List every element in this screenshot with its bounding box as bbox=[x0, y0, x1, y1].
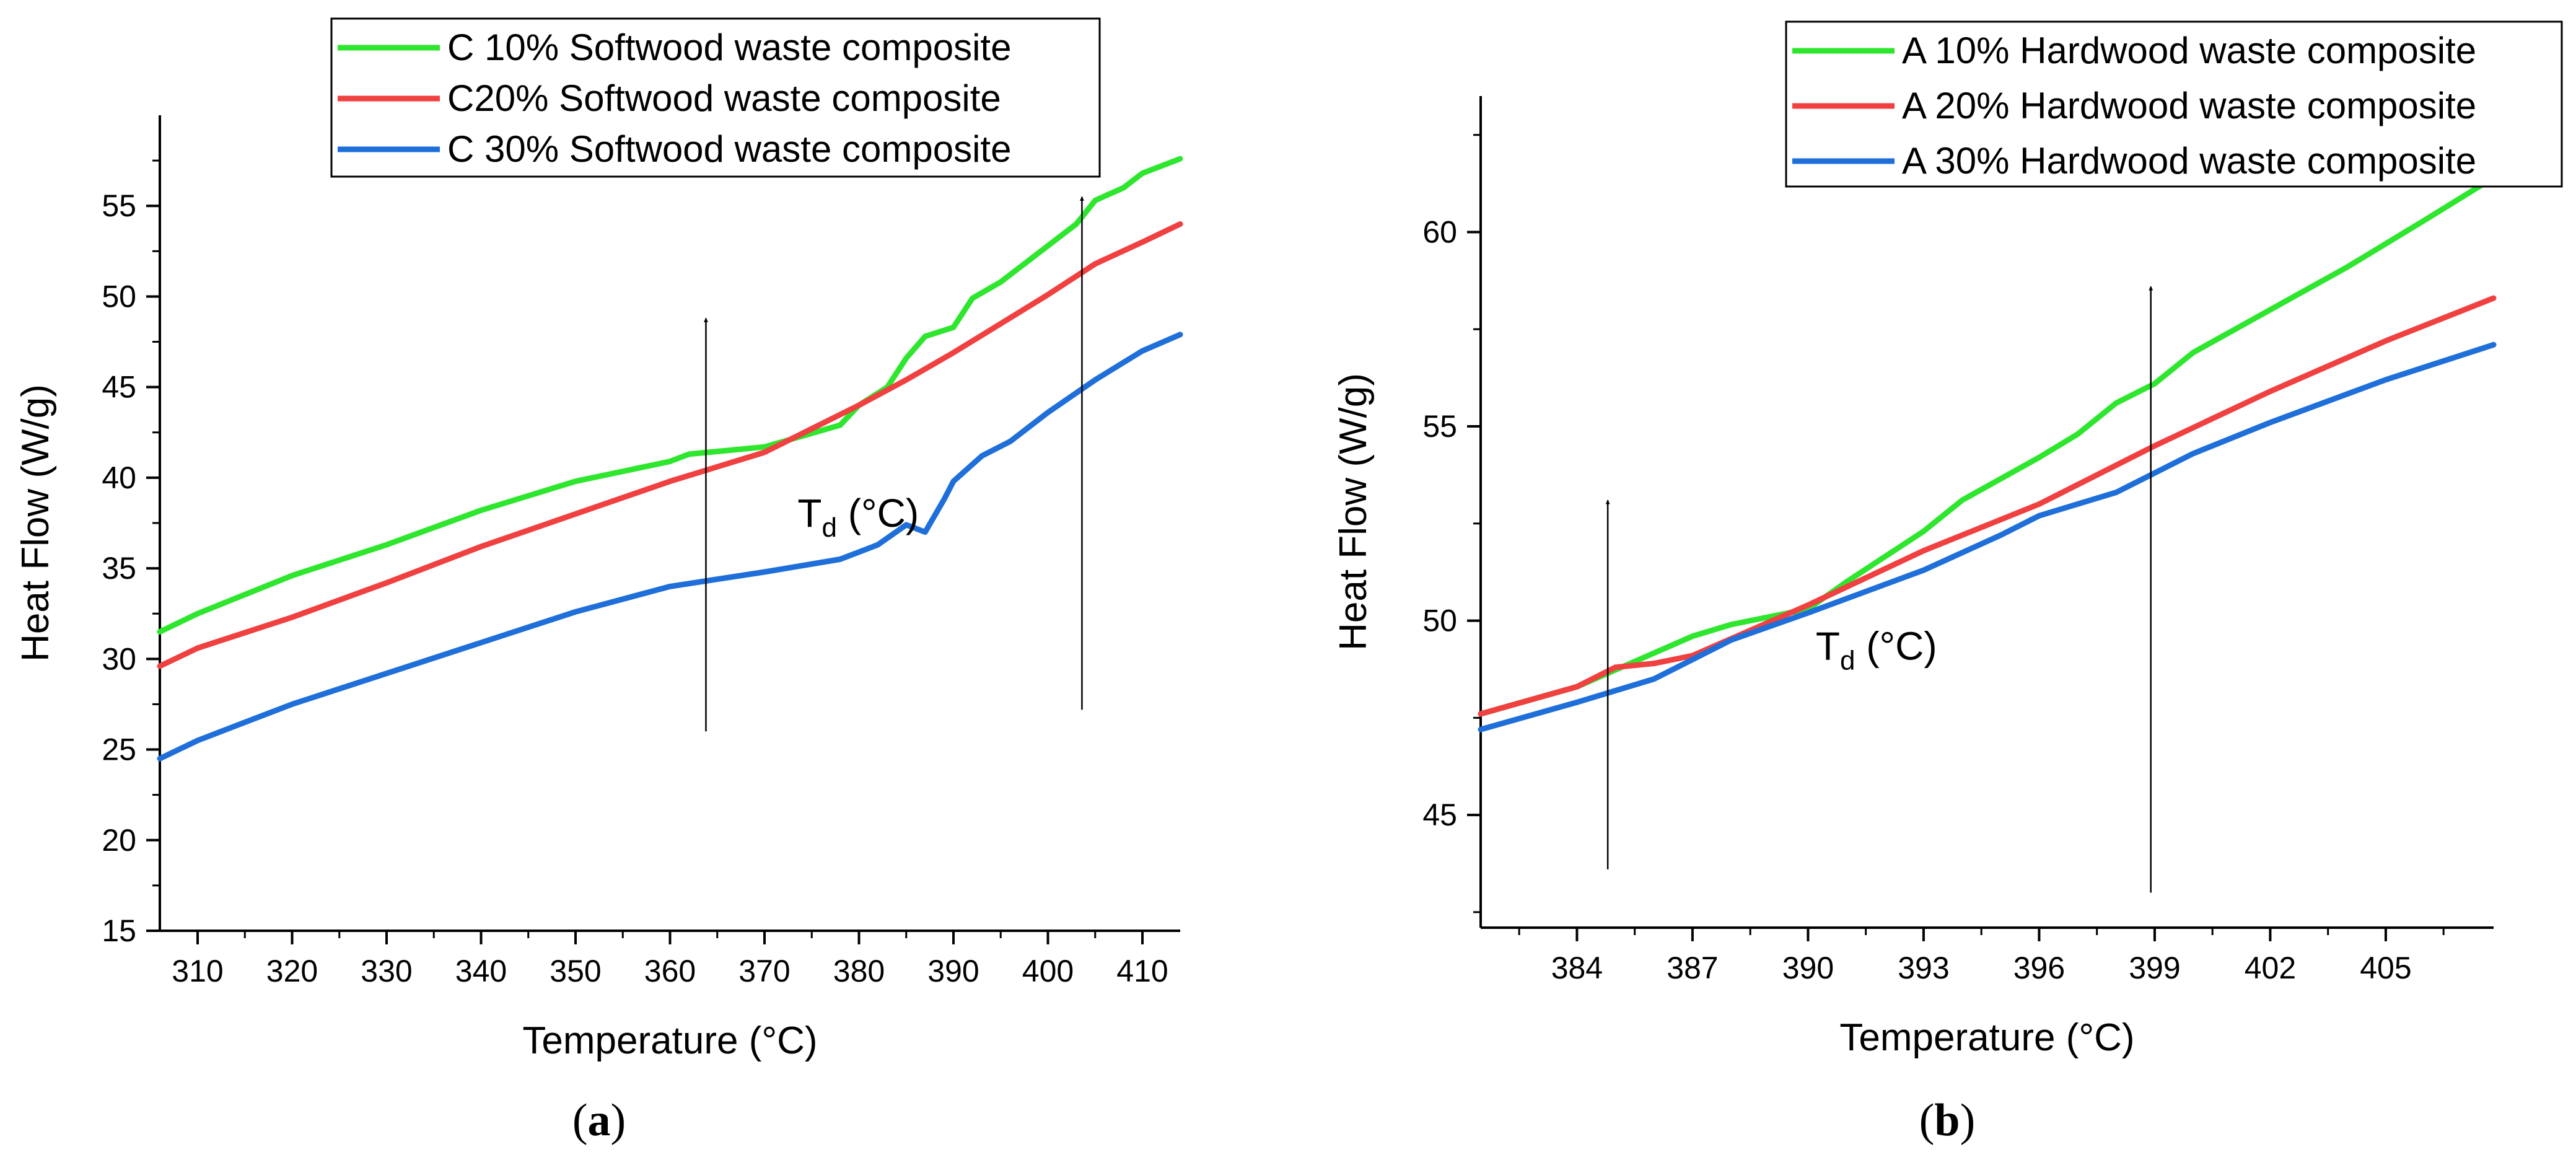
x-tick-label: 310 bbox=[172, 954, 223, 988]
legend-label-1: A 10% Hardwood waste composite bbox=[1902, 30, 2476, 71]
legend-box bbox=[1785, 20, 2563, 188]
x-tick-label: 390 bbox=[927, 954, 979, 988]
x-tick-label: 370 bbox=[738, 954, 790, 988]
x-tick-label: 330 bbox=[361, 954, 412, 988]
x-tick-label: 405 bbox=[2360, 951, 2411, 985]
y-tick-label: 15 bbox=[102, 913, 136, 948]
x-tick-label: 384 bbox=[1551, 951, 1603, 985]
y-tick-label: 30 bbox=[102, 641, 136, 676]
x-tick-label: 340 bbox=[455, 954, 507, 988]
x-tick-label: 380 bbox=[833, 954, 885, 988]
x-tick-label: 320 bbox=[266, 954, 318, 988]
y-tick-label: 45 bbox=[102, 370, 136, 405]
x-axis-title: Temperature (°C) bbox=[522, 1019, 817, 1062]
x-tick-label: 390 bbox=[1782, 951, 1834, 985]
y-tick-label: 50 bbox=[102, 279, 136, 314]
y-tick-label: 50 bbox=[1422, 604, 1457, 638]
series-line-1 bbox=[157, 156, 1183, 635]
x-tick-label: 396 bbox=[2013, 951, 2065, 985]
series-line-2 bbox=[1478, 295, 2497, 717]
chart-panel-b: 384 387 390 393 396 399 402 405 45 50 55 60 Temperat… bbox=[1332, 20, 2563, 1146]
legend-label-1: C 10% Softwood waste composite bbox=[447, 27, 1011, 68]
y-tick-label: 20 bbox=[102, 823, 136, 858]
x-tick-label: 399 bbox=[2129, 951, 2180, 985]
legend-box bbox=[330, 17, 1101, 178]
legend-label-2: C20% Softwood waste composite bbox=[447, 77, 1001, 119]
legend: C 10% Softwood waste composite C20% Softw… bbox=[330, 17, 1101, 178]
x-tick-label: 387 bbox=[1667, 951, 1718, 985]
x-axis-title: Temperature (°C) bbox=[1839, 1016, 2134, 1059]
x-tick-label: 402 bbox=[2245, 951, 2296, 985]
y-tick-label: 60 bbox=[1422, 214, 1457, 249]
panel-caption: (a) bbox=[572, 1095, 626, 1146]
legend-label-2: A 20% Hardwood waste composite bbox=[1902, 85, 2476, 126]
series-line-3 bbox=[157, 332, 1183, 762]
y-axis-title: Heat Flow (W/g) bbox=[1332, 373, 1375, 651]
series-line-1 bbox=[1478, 175, 2497, 717]
chart-panel-a: 310 320 330 340 350 360 370 380 390 400 410 15 20 25 3… bbox=[14, 17, 1183, 1146]
legend-label-3: A 30% Hardwood waste composite bbox=[1902, 140, 2476, 182]
y-tick-label: 40 bbox=[102, 460, 136, 495]
x-tick-label: 350 bbox=[550, 954, 601, 988]
legend-label-3: C 30% Softwood waste composite bbox=[447, 128, 1011, 170]
td-annotation: Td (°C) bbox=[797, 491, 919, 543]
x-tick-label: 393 bbox=[1898, 951, 1949, 985]
td-annotation: Td (°C) bbox=[1816, 623, 1937, 675]
series-line-3 bbox=[1478, 341, 2497, 732]
legend: A 10% Hardwood waste composite A 20% Hard… bbox=[1785, 20, 2563, 188]
panel-caption: (b) bbox=[1919, 1095, 1975, 1146]
x-tick-label: 360 bbox=[644, 954, 696, 988]
series-line-2 bbox=[157, 221, 1183, 669]
y-tick-label: 45 bbox=[1422, 798, 1457, 832]
y-tick-label: 55 bbox=[1422, 409, 1457, 444]
x-tick-label: 400 bbox=[1022, 954, 1074, 988]
y-tick-label: 55 bbox=[102, 188, 136, 223]
x-tick-label: 410 bbox=[1116, 954, 1168, 988]
y-axis-title: Heat Flow (W/g) bbox=[14, 384, 57, 662]
y-tick-label: 25 bbox=[102, 732, 136, 767]
y-tick-label: 35 bbox=[102, 551, 136, 586]
